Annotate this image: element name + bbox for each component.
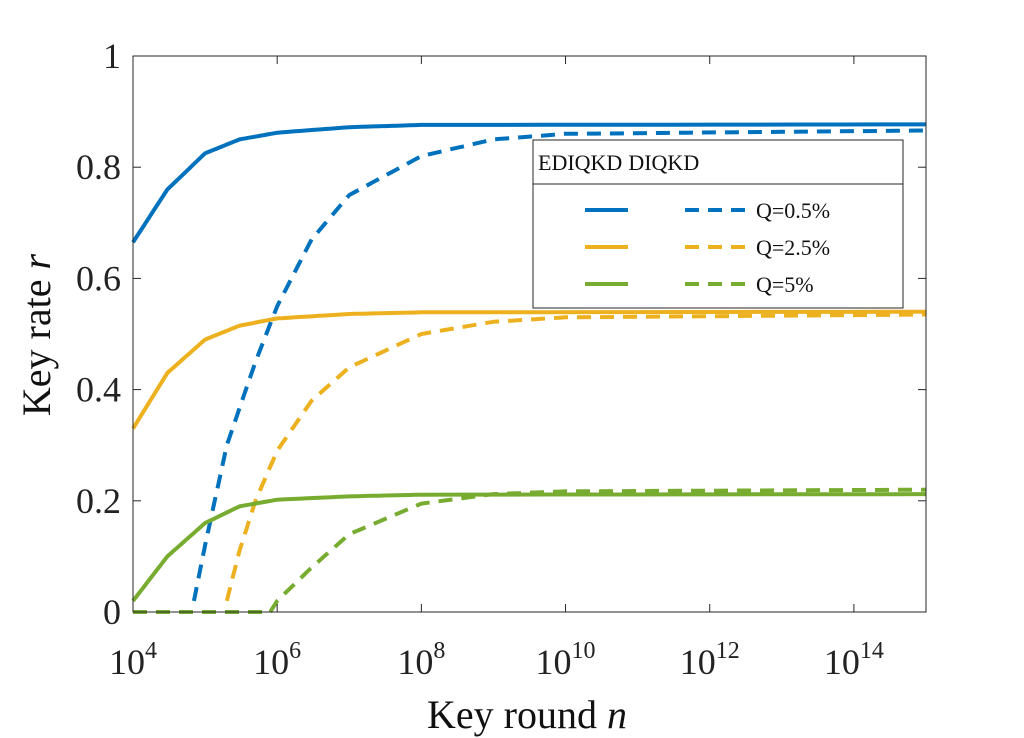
series-line-green-dashed: [268, 487, 927, 614]
legend-entries: Q=0.5% Q=2.5% Q=5%: [585, 198, 830, 297]
x-tick-base: 10: [397, 642, 433, 682]
plot-frame: [132, 55, 927, 613]
x-tick-base: 10: [109, 642, 145, 682]
legend-col2-title: DIQKD: [628, 150, 699, 175]
x-tick-exponent: 4: [145, 638, 157, 664]
x-tick-exponent: 14: [860, 638, 884, 664]
series-line-green-solid: [131, 492, 927, 603]
x-tick-base: 10: [680, 642, 716, 682]
legend-entry-label: Q=0.5%: [756, 198, 830, 223]
y-tick-label: 1: [103, 36, 121, 76]
y-tick-label: 0.8: [76, 147, 121, 187]
series-line-orange-dashed: [224, 312, 927, 602]
legend-entry-label: Q=5%: [756, 272, 814, 297]
x-tick-label: 1010: [536, 638, 596, 682]
x-tick-label: 106: [253, 638, 301, 682]
y-axis-label-var: r: [14, 253, 59, 269]
x-tick-base: 10: [824, 642, 860, 682]
x-tick-exponent: 6: [289, 638, 301, 664]
series-line-blue-dashed: [191, 128, 927, 602]
y-tick-label: 0.6: [76, 258, 121, 298]
y-axis-label: Key rate r: [14, 253, 59, 416]
legend: EDIQKD DIQKD Q=0.5% Q=2.5% Q=5%: [532, 139, 904, 309]
series-line-orange-solid: [131, 309, 926, 430]
legend-title: EDIQKD DIQKD: [538, 150, 699, 175]
x-tick-base: 10: [536, 642, 572, 682]
x-tick-label: 104: [109, 638, 157, 682]
x-tick-label: 1014: [824, 638, 884, 682]
legend-col1-title: EDIQKD: [538, 150, 622, 175]
x-axis-label-text: Key round: [427, 692, 607, 737]
x-tick-label: 108: [397, 638, 445, 682]
y-tick-label: 0: [103, 592, 121, 632]
x-tick-exponent: 12: [716, 638, 740, 664]
x-tick-exponent: 10: [572, 638, 596, 664]
x-tick-base: 10: [253, 642, 289, 682]
series-line-blue-solid: [131, 122, 926, 244]
x-tick-label: 1012: [680, 638, 740, 682]
x-axis-label-var: n: [607, 692, 627, 737]
y-axis-label-text: Key rate: [14, 269, 59, 416]
y-tick-label: 0.4: [76, 370, 121, 410]
x-axis-label: Key round n: [427, 692, 627, 737]
x-tick-exponent: 8: [433, 638, 445, 664]
y-tick-label: 0.2: [76, 481, 121, 521]
legend-entry-label: Q=2.5%: [756, 235, 830, 260]
legend-title-box: [532, 139, 904, 185]
